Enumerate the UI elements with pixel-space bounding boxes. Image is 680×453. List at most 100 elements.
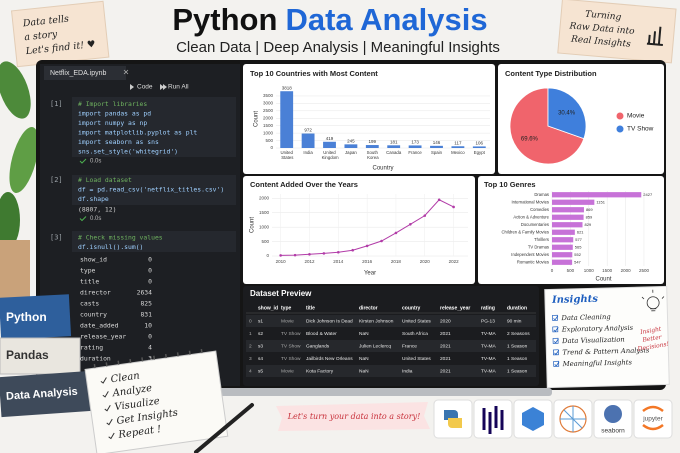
- subtitle: Clean Data | Deep Analysis | Meaningful …: [176, 39, 500, 56]
- tab[interactable]: [44, 66, 126, 80]
- table-cell: 3: [249, 356, 252, 362]
- code-line: import numpy as np: [78, 119, 147, 127]
- value-label: 547: [574, 259, 581, 264]
- output-name: type: [80, 267, 96, 275]
- x-tick-label: 2014: [333, 259, 344, 264]
- check-mark: [553, 315, 559, 321]
- x-axis-label: Country: [372, 166, 393, 172]
- bar: [552, 207, 584, 213]
- x-tick-label: 0: [551, 268, 554, 273]
- table-cell: 1 Season: [507, 343, 528, 349]
- code-line: df = pd.read_csv('netflix_titles.csv'): [78, 186, 224, 194]
- table-cell: NaN: [359, 331, 369, 337]
- table-cell: Ganglands: [306, 343, 330, 349]
- tab-close[interactable]: [123, 69, 129, 75]
- table-header: rating: [481, 305, 495, 311]
- table-cell: TV-MA: [481, 368, 496, 374]
- toolbar-code[interactable]: Code: [137, 84, 153, 91]
- cell-label: [3]: [50, 234, 63, 242]
- x-tick-label: 1500: [602, 268, 613, 273]
- output-name: country: [80, 311, 107, 319]
- point: [380, 239, 383, 243]
- label-line: States: [280, 155, 293, 160]
- table-cell: s1: [258, 318, 263, 324]
- y-tick-label: Documentaries: [521, 222, 549, 227]
- table-cell: TV Show: [281, 343, 301, 349]
- table-header: title: [306, 305, 315, 311]
- cell-bg: [72, 175, 236, 205]
- label-line: Kingdom: [320, 155, 339, 160]
- code-line: # Load dataset: [78, 176, 132, 184]
- insight-item: Meaningful Insights: [562, 358, 633, 368]
- banner: [276, 402, 430, 431]
- value-label: 245: [347, 139, 355, 144]
- check-mark: [106, 418, 113, 426]
- toolbar-run-all[interactable]: Run All: [168, 84, 189, 91]
- point: [308, 252, 311, 256]
- label-line: Egypt: [474, 150, 486, 155]
- table-cell: India: [402, 368, 413, 374]
- check-mark: [102, 391, 109, 398]
- output-name: casts: [80, 300, 99, 308]
- x-tick-label: 2016: [362, 259, 373, 264]
- y-tick-label: 1000: [259, 224, 270, 229]
- table-cell: 1: [249, 331, 252, 337]
- legend-swatch: [616, 125, 624, 133]
- cell-label: [2]: [50, 176, 63, 184]
- y-tick-label: Independent Movies: [511, 252, 549, 257]
- x-tick-label: 1000: [584, 268, 595, 273]
- table-cell: United States: [402, 356, 431, 362]
- output-value: 2634: [137, 289, 153, 297]
- output-value: 3: [148, 355, 152, 363]
- label-line: South: [367, 150, 379, 155]
- check-mark: [554, 350, 560, 355]
- bar: [552, 199, 595, 205]
- output-value: 0: [148, 256, 152, 264]
- table-cell: TV-MA: [481, 343, 496, 349]
- chart-title: Top 10 Countries with Most Content: [250, 69, 378, 78]
- bar: [552, 214, 584, 220]
- table-cell: Movie: [281, 318, 294, 324]
- label-line: France: [408, 150, 422, 155]
- table-row-bg: [246, 315, 536, 327]
- x-tick-label: South Korea: [366, 150, 379, 160]
- title-part: Python: [172, 2, 277, 37]
- table-cell: Jailbirds New Orleans: [306, 356, 353, 362]
- check-mark: [108, 432, 115, 440]
- value-label: 829: [584, 222, 591, 227]
- output-name: release_year: [80, 333, 126, 341]
- run-all-icon[interactable]: [160, 84, 167, 90]
- run-icon[interactable]: [130, 84, 134, 90]
- check-icon: [79, 216, 87, 222]
- bar: [301, 133, 315, 148]
- table-cell: TV Show: [281, 356, 301, 362]
- x-tick-label: 2010: [276, 259, 287, 264]
- value-label: 565: [575, 244, 582, 249]
- y-tick-label: 1500: [263, 123, 274, 128]
- insights-title: Insights: [551, 294, 599, 306]
- check-mark: [100, 377, 107, 384]
- code-line: sns.set_style('whitegrid'): [78, 148, 178, 156]
- x-tick-label: 2000: [621, 268, 632, 273]
- bar: [552, 237, 574, 243]
- table-cell: Julien Leclercq: [359, 343, 391, 349]
- slice-label: 30.4%: [558, 110, 576, 116]
- books: Python Pandas Data Analysis: [0, 294, 94, 418]
- code-line: # Check missing values: [78, 234, 163, 242]
- y-tick-label: Action & Adventure: [513, 214, 549, 219]
- table-title: Dataset Preview: [250, 289, 312, 298]
- table-cell: s2: [258, 331, 263, 337]
- point: [351, 248, 355, 252]
- y-axis-label: Count: [254, 111, 260, 127]
- table-cell: NaN: [359, 368, 369, 374]
- table-cell: s5: [258, 368, 263, 374]
- legend-swatch: [616, 112, 624, 120]
- check-mark: [554, 361, 560, 367]
- cell-bg: [72, 97, 236, 157]
- label-line: Korea: [366, 155, 379, 160]
- x-axis-label: Year: [364, 271, 376, 277]
- check-mark: [553, 327, 559, 332]
- bar: [451, 146, 465, 148]
